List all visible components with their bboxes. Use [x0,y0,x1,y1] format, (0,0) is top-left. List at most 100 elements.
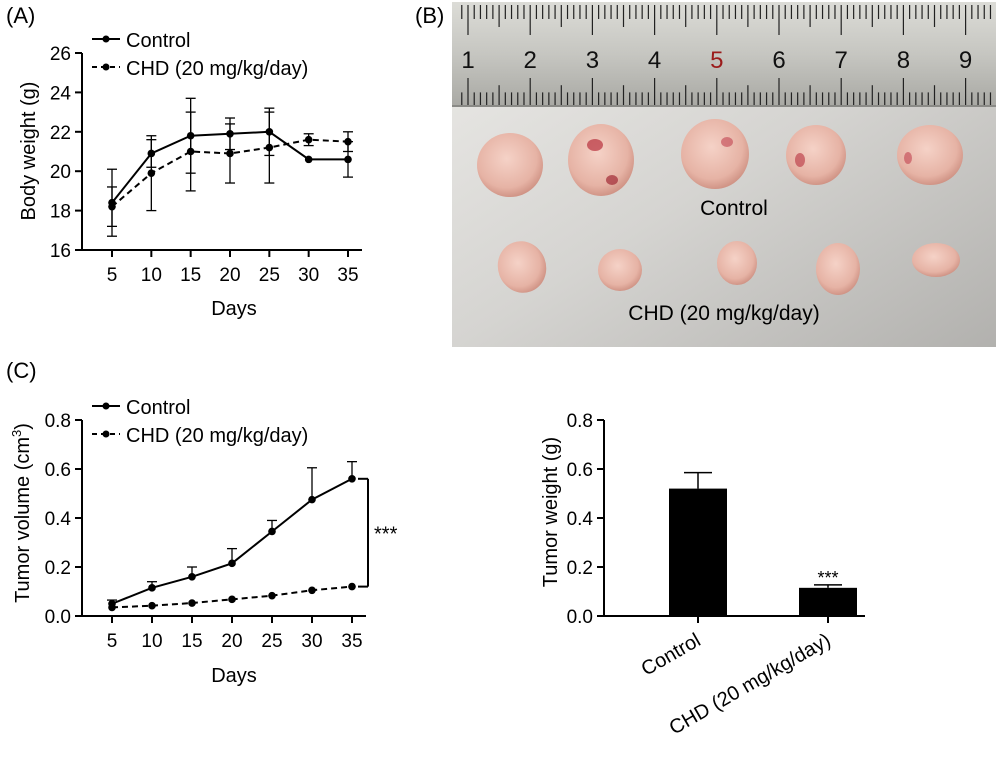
x-tick-label: 10 [141,631,162,652]
ruler-number: 5 [710,47,723,74]
data-point-control [308,495,316,504]
tumor [786,125,846,185]
ruler-number: 7 [835,47,848,74]
data-point-chd [188,599,196,607]
data-point-chd [308,586,316,595]
x-tick-label: 30 [298,265,319,286]
data-point-chd [147,169,156,177]
ruler-number: 6 [772,47,785,74]
significance-marker: *** [817,568,838,588]
x-tick-label: 35 [337,265,358,286]
data-point-chd [108,202,116,211]
tumor-volume-ylabel: Tumor volume (cm3) [9,423,34,603]
y-tick-label: 0.0 [45,607,71,628]
x-tick-label: 35 [341,631,362,652]
tumor-weight-chart: Tumor weight (g) 0.00.20.40.60.8ControlC… [540,411,865,739]
tumor [681,119,749,189]
y-tick-label: 0.2 [567,558,593,579]
tumor [897,125,963,185]
x-tick-label: 25 [259,265,280,286]
legend-chd-label: CHD (20 mg/kg/day) [126,58,308,80]
y-tick-label: 0.2 [45,558,71,579]
body-weight-xlabel: Days [211,298,257,320]
tumor [598,249,642,291]
x-tick-label: 5 [107,631,118,652]
x-tick-label: 20 [221,631,242,652]
y-tick-label: 22 [50,123,71,144]
data-point-control [304,155,313,164]
tumor [477,133,543,197]
y-tick-label: 0.8 [45,411,71,432]
y-tick-label: 26 [50,44,71,65]
tumor [816,243,860,295]
series-line-control [111,477,353,605]
data-point-chd [186,147,195,156]
body-weight-legend: Control CHD (20 mg/kg/day) [92,30,308,80]
x-tick-label: 30 [301,631,322,652]
y-tick-label: 0.4 [45,509,72,530]
data-point-chd [265,143,274,152]
significance-marker: *** [374,524,398,546]
tumor-weight-ylabel: Tumor weight (g) [540,437,562,587]
x-tick-label: 25 [261,631,282,652]
data-point-control [148,584,156,592]
y-tick-label: 24 [50,83,72,104]
legend-chd-label: CHD (20 mg/kg/day) [126,425,308,447]
bar-control [669,488,727,616]
x-tick-label: 15 [181,631,202,652]
photo-control-label: Control [700,197,768,220]
ruler-number: 3 [586,47,599,74]
bar-chd [799,587,857,616]
x-tick-label: Control [638,629,705,680]
tumor [717,241,757,285]
y-tick-label: 0.6 [567,460,593,481]
data-point-control [348,475,356,483]
data-point-control [228,559,236,568]
x-tick-label: 5 [107,265,118,286]
y-tick-label: 0.6 [45,460,71,481]
ruler-number: 1 [461,47,474,74]
data-point-control [268,527,276,536]
tumor-volume-chart: Tumor volume (cm3) Days Control CHD (20 … [9,397,398,687]
data-point-chd [108,603,116,612]
legend-control-label: Control [126,30,190,52]
panel-c-label: (C) [6,358,37,383]
ruler-number: 8 [897,47,910,74]
y-tick-label: 0.0 [567,607,593,628]
ruler-ticks [461,5,992,105]
photo-chd-label: CHD (20 mg/kg/day) [628,302,819,325]
x-tick-label: 15 [180,265,201,286]
body-weight-ylabel: Body weight (g) [18,82,40,221]
ruler-number: 2 [524,47,537,74]
tumor [568,124,634,196]
body-weight-chart: Body weight (g) Days Control CHD (20 mg/… [18,30,362,320]
tumor [912,243,960,277]
ruler [452,2,996,106]
tumor [497,241,547,293]
x-tick-label: 10 [141,265,162,286]
y-tick-label: 16 [50,241,71,262]
data-point-chd [226,149,234,158]
control-tumors: Control [477,119,963,220]
data-point-chd [344,137,352,146]
tumor-photo: 1 2 3 4 5 6 7 8 9 Control CHD (20 mg/kg/day) [452,2,996,347]
data-point-chd [228,595,236,604]
y-tick-label: 0.4 [567,509,594,530]
data-point-control [188,573,196,581]
y-tick-label: 20 [50,162,71,183]
tumor-volume-legend: Control CHD (20 mg/kg/day) [92,397,308,447]
data-point-chd [148,601,156,610]
y-tick-label: 18 [50,202,71,223]
legend-control-label: Control [126,397,190,419]
ruler-numbers: 1 2 3 4 5 6 7 8 9 [461,47,972,74]
x-tick-label: 20 [219,265,240,286]
panel-a-label: (A) [6,3,36,28]
chd-tumors: CHD (20 mg/kg/day) [497,241,960,325]
panel-b-label: (B) [415,3,445,28]
y-tick-label: 0.8 [567,411,593,432]
data-point-chd [268,591,276,600]
data-point-chd [304,135,313,144]
ruler-number: 9 [959,47,972,74]
data-point-control [344,155,352,164]
tumor-volume-xlabel: Days [211,665,257,687]
